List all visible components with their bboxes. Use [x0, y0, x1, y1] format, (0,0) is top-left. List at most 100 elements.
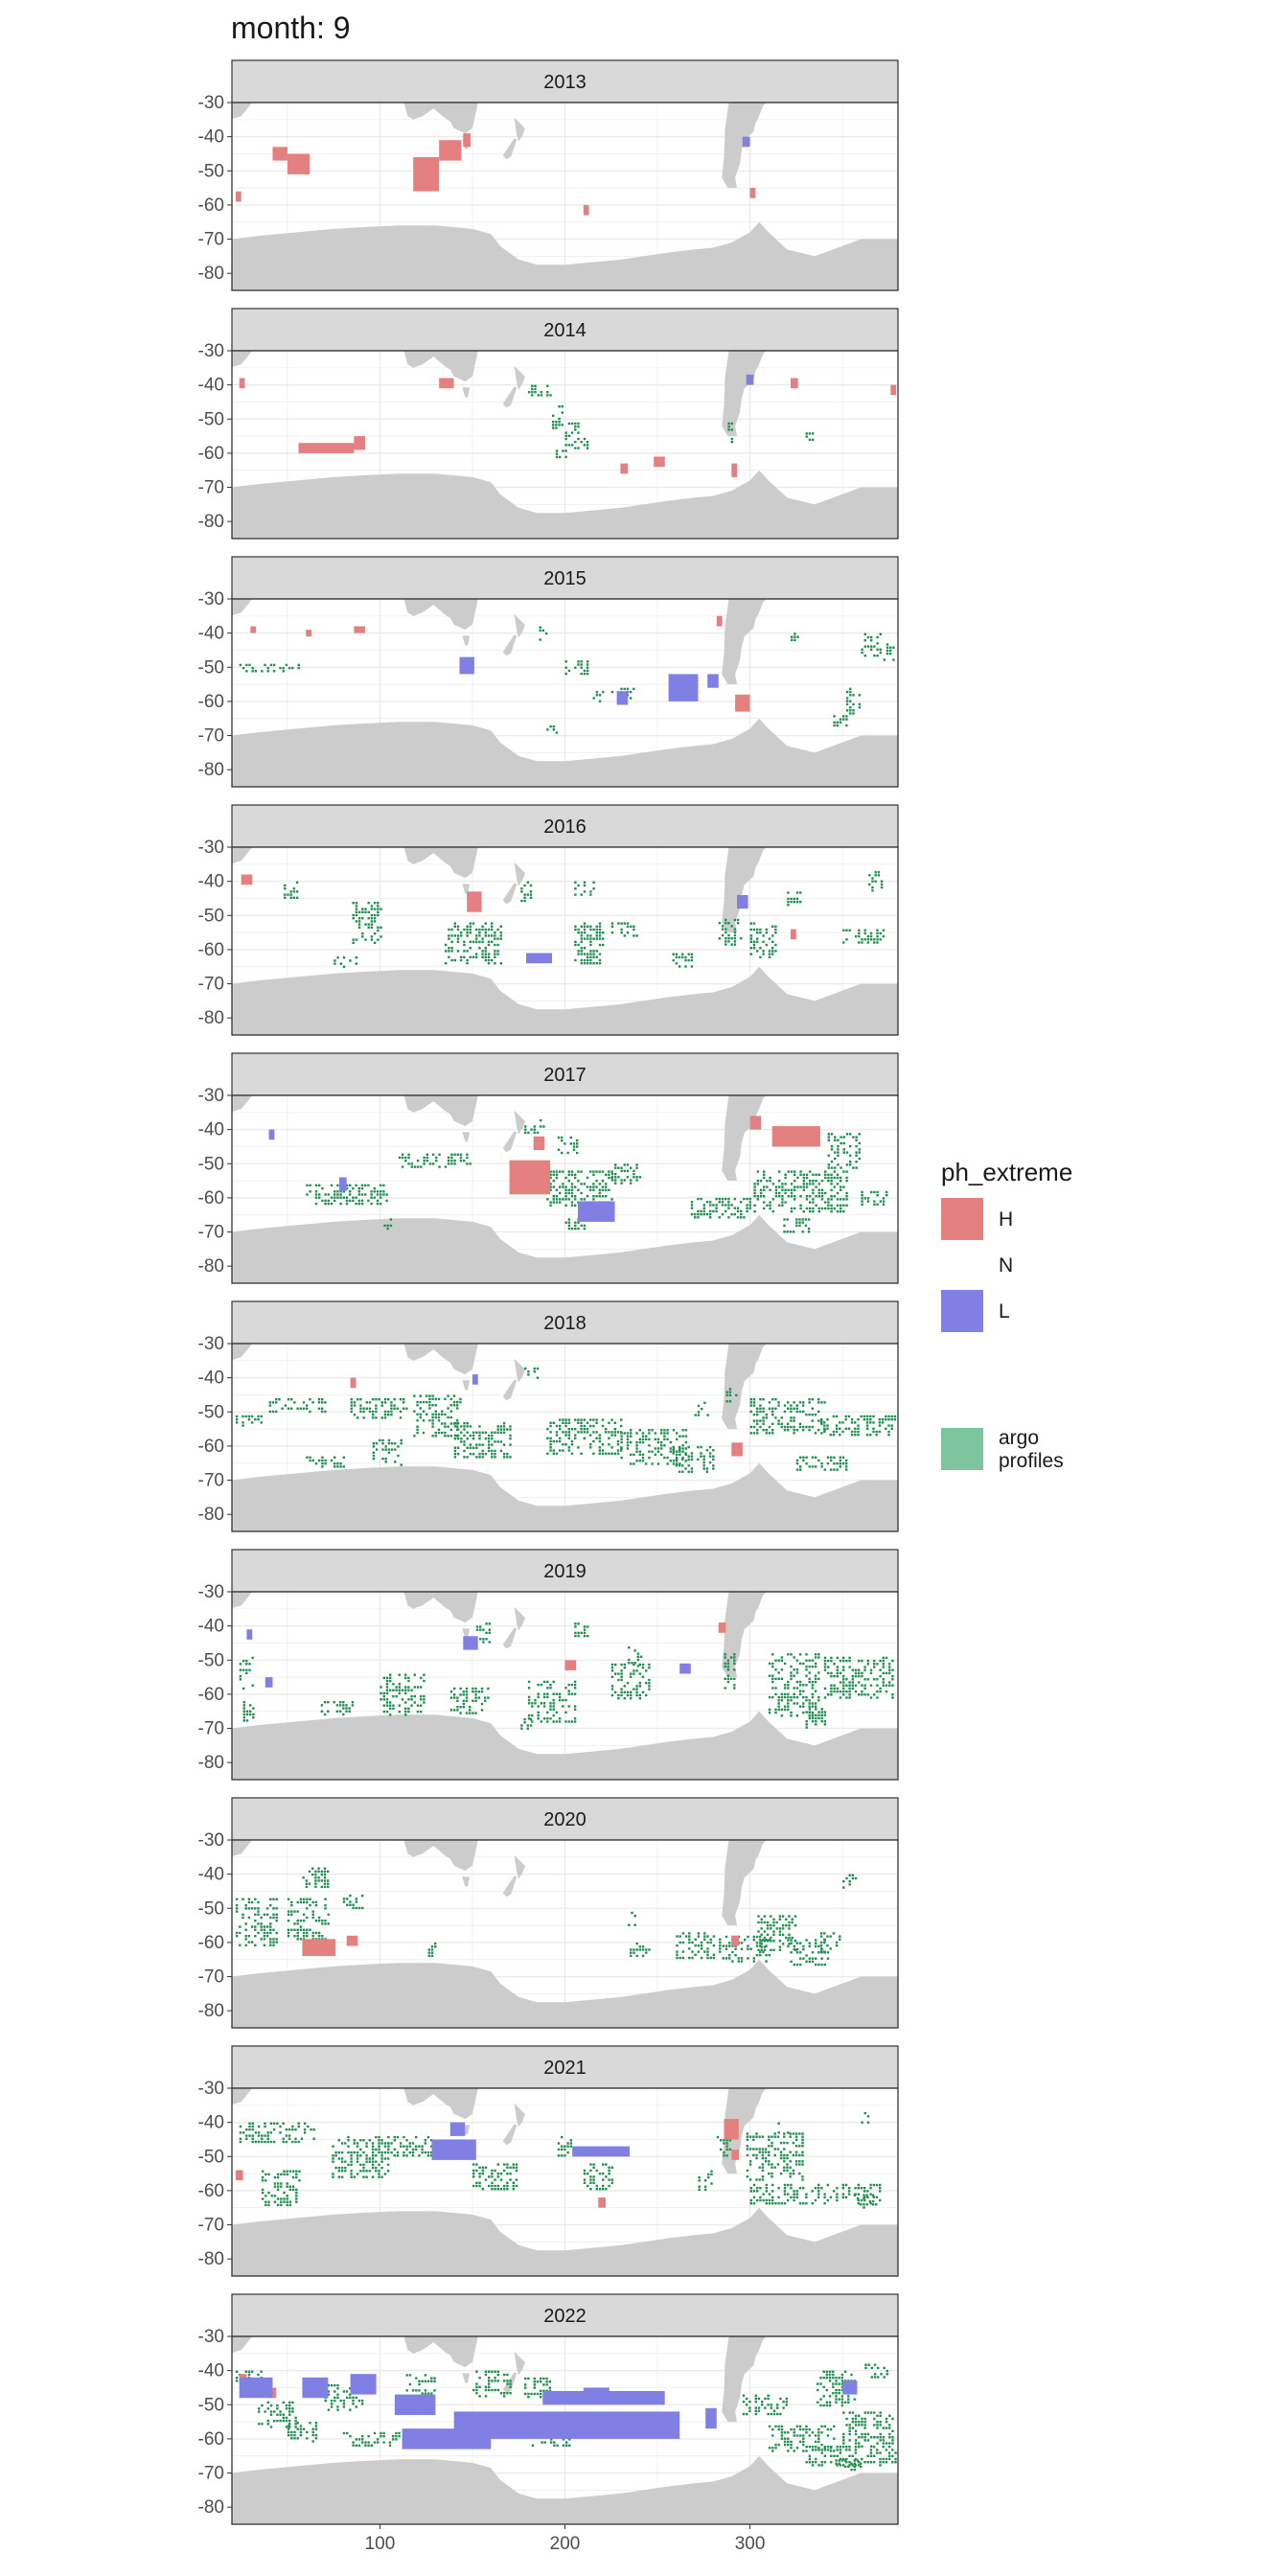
ph-extreme-low-cell: [339, 1177, 347, 1191]
y-tick-label: -80: [198, 264, 224, 284]
ph-extreme-low-cell: [616, 691, 629, 705]
y-tick-label: -50: [198, 1154, 224, 1174]
argo-profile-cell: [868, 870, 884, 892]
y-tick-label: -30: [198, 838, 224, 858]
y-tick-label: -80: [198, 1753, 224, 1773]
ph-extreme-high-cell: [509, 1160, 551, 1195]
facet-strip: [231, 1300, 899, 1345]
x-tick-label: 300: [735, 2534, 766, 2554]
y-tick-label: -40: [198, 127, 224, 148]
y-tick-label: -30: [198, 1830, 224, 1851]
ph-extreme-high-cell: [235, 191, 242, 202]
y-tick-label: -60: [198, 1188, 224, 1208]
facet-panel-2019: 2019 -30 -40 -50 -60 -70 -80: [198, 1549, 899, 1781]
facet-strip: [231, 308, 899, 352]
facet-panel-2015: 2015 -30 -40 -50 -60 -70 -80: [198, 556, 899, 788]
ph-extreme-low-cell: [239, 2377, 273, 2399]
legend-entry: L: [941, 1290, 1010, 1332]
ph-extreme-low-cell: [302, 2377, 329, 2399]
argo-profile-cell: [284, 881, 299, 899]
ph-extreme-high-cell: [890, 384, 897, 396]
ph-extreme-high-cell: [239, 378, 245, 389]
ph-extreme-high-cell: [235, 2170, 243, 2181]
facet-panel-2017: 2017 -30 -40 -50 -60 -70 -80: [198, 1052, 899, 1284]
y-tick-label: -40: [198, 872, 224, 892]
y-tick-label: -70: [198, 726, 224, 747]
argo-profile-cell: [883, 643, 895, 661]
y-tick-label: -80: [198, 2497, 224, 2518]
y-tick-label: -70: [198, 1471, 224, 1491]
argo-profile-cell: [795, 1456, 848, 1471]
argo-profile-cell: [842, 1874, 858, 1889]
facet-strip-label: 2020: [543, 1809, 586, 1830]
ph-extreme-low-cell: [350, 2374, 377, 2395]
ph-extreme-high-cell: [439, 140, 462, 161]
argo-profile-cell: [672, 953, 694, 968]
ph-extreme-high-cell: [467, 891, 482, 912]
argo-profile-cell: [557, 2135, 572, 2157]
y-tick-label: -60: [198, 940, 224, 960]
argo-profile-cell: [718, 918, 743, 946]
facet-strip-label: 2019: [543, 1561, 586, 1582]
argo-profile-cell: [845, 687, 862, 715]
argo-profile-cell: [842, 2411, 894, 2448]
ph-extreme-high-cell: [533, 1136, 545, 1151]
argo-profile-cell: [749, 922, 777, 958]
facet-panel-2013: 2013 -30 -40 -50 -60 -70 -80: [198, 59, 899, 291]
argo-profile-cell: [261, 2170, 301, 2207]
ph-extreme-high-cell: [241, 874, 253, 886]
y-tick-label: -60: [198, 2429, 224, 2450]
argo-profile-cell: [239, 2122, 315, 2144]
argo-profile-cell: [757, 1915, 797, 1951]
argo-profile-cell: [787, 891, 802, 907]
land-new-zealand-south: [502, 1875, 518, 1898]
facet-panel-2020: 2020 -30 -40 -50 -60 -70 -80: [198, 1797, 899, 2029]
argo-profile-cell: [268, 1398, 327, 1414]
argo-profile-cell: [842, 929, 886, 944]
panel-border: [231, 350, 899, 540]
panel-border: [231, 1591, 899, 1781]
y-tick-label: -60: [198, 444, 224, 464]
argo-profile-cell: [287, 1898, 330, 1941]
land-south-america: [722, 1344, 767, 1430]
y-tick-label: -40: [198, 1617, 224, 1637]
y-tick-label: -70: [198, 1223, 224, 1243]
facet-strip-label: 2016: [543, 816, 586, 838]
land-new-zealand-north: [514, 1606, 525, 1631]
legend-label: L: [999, 1300, 1010, 1322]
ph-extreme-high-cell: [354, 626, 365, 633]
ph-extreme-high-cell: [439, 378, 454, 389]
land-australia: [403, 103, 478, 134]
facet-strip: [231, 2045, 899, 2089]
argo-profile-cell: [861, 632, 882, 657]
argo-profile-cell: [727, 422, 733, 444]
ph-extreme-high-cell: [620, 463, 629, 474]
ph-extreme-high-cell: [346, 1935, 358, 1946]
argo-profile-cell: [445, 922, 502, 965]
argo-profile-cell: [475, 1622, 491, 1644]
y-tick-label: -80: [198, 512, 224, 532]
facet-strip-label: 2013: [543, 72, 586, 93]
argo-profile-cell: [520, 881, 533, 903]
ph-extreme-high-cell: [731, 1442, 743, 1457]
facet-strip-label: 2017: [543, 1065, 586, 1086]
facet-panel-2021: 2021 -30 -40 -50 -60 -70 -80: [198, 2045, 899, 2277]
y-tick-label: -60: [198, 2181, 224, 2201]
ph-extreme-high-cell: [250, 626, 257, 633]
facet-panel-2014: 2014 -30 -40 -50 -60 -70 -80: [198, 308, 899, 540]
argo-profile-cell: [380, 1673, 426, 1716]
facet-strip: [231, 1797, 899, 1841]
argo-profile-cell: [405, 2374, 436, 2395]
land-south-america: [722, 1592, 767, 1678]
ph-extreme-high-cell: [749, 188, 756, 198]
facet-panel-2022: 2022 -30 -40 -50 -60 -70 -80: [198, 2293, 899, 2525]
argo-profile-cell: [827, 1133, 861, 1169]
facet-strip: [231, 1052, 899, 1096]
ph-extreme-low-cell: [459, 656, 474, 675]
legend-entry: N: [999, 1254, 1013, 1276]
argo-profile-cell: [805, 432, 815, 441]
argo-profile-cell: [835, 2459, 862, 2472]
argo-profile-cell: [610, 922, 638, 937]
ph-extreme-low-cell: [264, 1677, 273, 1688]
